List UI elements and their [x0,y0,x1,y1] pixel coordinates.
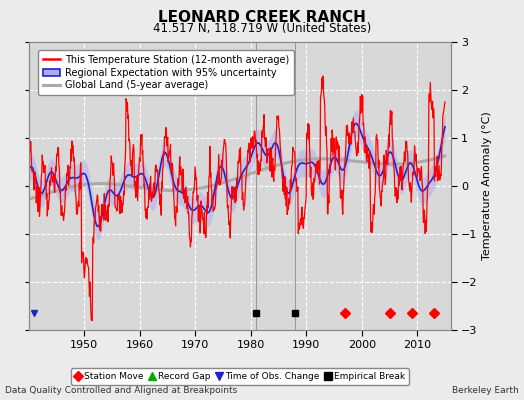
Text: LEONARD CREEK RANCH: LEONARD CREEK RANCH [158,10,366,25]
Text: Berkeley Earth: Berkeley Earth [452,386,519,395]
Y-axis label: Temperature Anomaly (°C): Temperature Anomaly (°C) [482,112,492,260]
Legend: Station Move, Record Gap, Time of Obs. Change, Empirical Break: Station Move, Record Gap, Time of Obs. C… [71,368,409,384]
Text: Data Quality Controlled and Aligned at Breakpoints: Data Quality Controlled and Aligned at B… [5,386,237,395]
Text: 41.517 N, 118.719 W (United States): 41.517 N, 118.719 W (United States) [153,22,371,35]
